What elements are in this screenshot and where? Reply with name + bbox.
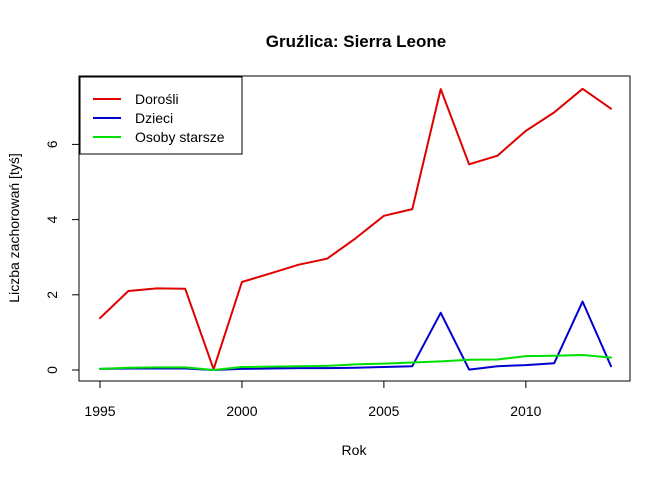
y-tick-label: 2 bbox=[44, 291, 60, 299]
x-axis: 1995 2000 2005 2010 bbox=[84, 380, 542, 419]
legend-label: Osoby starsze bbox=[135, 129, 225, 145]
chart-title: Gruźlica: Sierra Leone bbox=[266, 32, 446, 51]
y-tick-label: 4 bbox=[44, 215, 60, 223]
x-axis-label: Rok bbox=[342, 442, 368, 458]
x-tick-label: 2010 bbox=[510, 403, 541, 419]
legend-box bbox=[79, 76, 243, 155]
x-tick-label: 2000 bbox=[226, 403, 257, 419]
y-axis: 0 2 4 6 bbox=[44, 140, 80, 374]
y-tick-label: 6 bbox=[44, 140, 60, 148]
series-line-3 bbox=[99, 354, 612, 371]
series-line-2 bbox=[99, 300, 612, 371]
y-axis-label: Liczba zachorowań [tyś] bbox=[6, 153, 22, 302]
series-line-1 bbox=[99, 87, 612, 371]
x-tick-label: 2005 bbox=[368, 403, 399, 419]
y-tick-label: 0 bbox=[44, 366, 60, 374]
series-layer bbox=[99, 87, 612, 371]
legend: Dorośli Dzieci Osoby starsze bbox=[79, 76, 243, 155]
legend-label: Dorośli bbox=[135, 91, 179, 107]
legend-label: Dzieci bbox=[135, 110, 173, 126]
x-tick-label: 1995 bbox=[84, 403, 115, 419]
